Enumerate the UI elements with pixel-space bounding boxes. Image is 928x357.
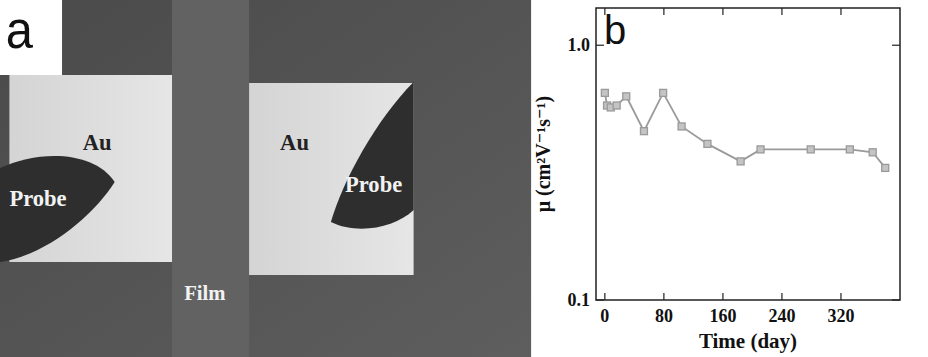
y-tick-label: 1.0 [568, 35, 591, 55]
data-point [846, 146, 853, 153]
probe [331, 82, 414, 229]
panel-letter: b [604, 8, 626, 52]
x-tick-label: 240 [768, 306, 795, 326]
data-point [678, 123, 685, 130]
x-tick-label: 0 [600, 306, 609, 326]
panel-letter: a [6, 1, 34, 60]
plot-frame [596, 8, 900, 300]
letter-corner [0, 0, 62, 75]
data-point [869, 149, 876, 156]
y-axis-title: μ (cm²V⁻¹s⁻¹) [532, 96, 555, 213]
data-point [882, 164, 889, 171]
data-point [640, 128, 647, 135]
series-line [605, 93, 885, 168]
data-point [613, 102, 620, 109]
y-tick-right [892, 45, 900, 46]
x-tick-top [663, 8, 664, 15]
axes: 0 80 160 240 320 1.0 0.1 Time (day) μ (cm²V⁻¹s⁻¹… [532, 8, 900, 353]
probe [0, 156, 115, 262]
au-label: Au [83, 128, 112, 155]
film-label: Film [184, 280, 226, 305]
figure: a Au Au Probe Probe Film 0 80 160 240 320 1.0 0.1 Tim… [0, 0, 928, 357]
au-electrode [249, 83, 414, 275]
data-point [757, 146, 764, 153]
x-tick-label: 320 [827, 306, 854, 326]
x-tick [663, 293, 664, 300]
x-tick [604, 293, 605, 300]
x-tick-top [781, 8, 782, 15]
x-tick-label: 160 [709, 306, 736, 326]
data-point [737, 158, 744, 165]
x-tick [840, 293, 841, 300]
y-tick-label: 0.1 [568, 290, 591, 310]
data-point [660, 89, 667, 96]
x-tick-top [840, 8, 841, 15]
x-tick-label: 80 [655, 306, 673, 326]
data-point [623, 93, 630, 100]
x-tick [722, 293, 723, 300]
data-group [601, 89, 888, 171]
y-tick [596, 45, 604, 46]
data-point [601, 89, 608, 96]
micrograph-panel: a Au Au Probe Probe Film [0, 0, 531, 357]
film-background [0, 0, 531, 357]
x-axis-title: Time (day) [699, 329, 797, 353]
x-tick-top [722, 8, 723, 15]
data-point [807, 146, 814, 153]
probe-label: Probe [345, 170, 402, 197]
channel [172, 0, 249, 357]
data-point [704, 140, 711, 147]
x-tick [781, 293, 782, 300]
probe-label: Probe [9, 184, 66, 211]
au-label: Au [280, 128, 309, 155]
